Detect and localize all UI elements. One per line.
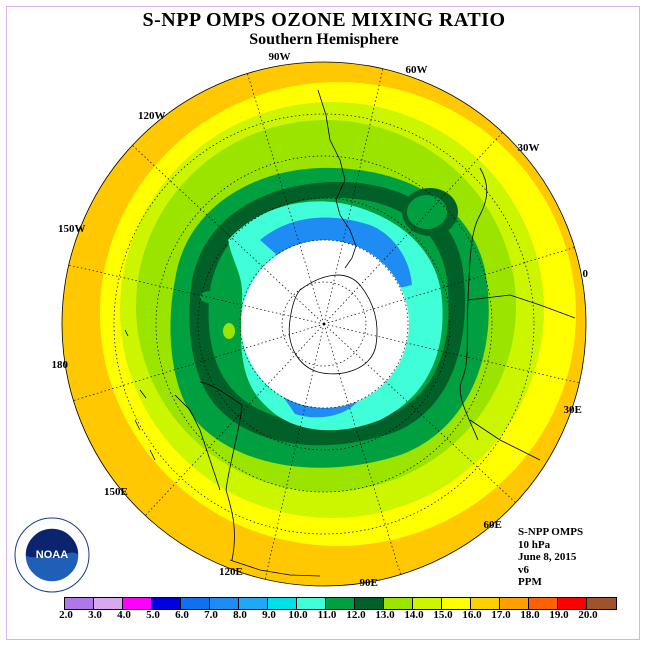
blob-west [200,291,220,303]
coastlines [124,89,576,577]
longitude-label: 150W [58,223,86,235]
colorbar-tick-label: 13.0 [375,609,395,621]
map-subtitle: Southern Hemisphere [249,31,399,48]
colorbar-swatch [471,598,500,609]
longitude-label: 30W [517,142,540,154]
colorbar-tick-label: 18.0 [520,609,540,621]
longitude-label: 90E [359,577,378,589]
colorbar-swatch [210,598,239,609]
colorbar-swatch [239,598,268,609]
colorbar-swatch [587,598,616,609]
info-box: S-NPP OMPS 10 hPa June 8, 2015 v6 PPM [518,526,583,589]
longitude-label: 60W [405,64,428,76]
colorbar-ticks: 2.0 3.0 4.0 5.0 6.0 7.0 8.0 9.0 10.0 11.0 12.0 13.0… [0,609,648,623]
colorbar-swatch [152,598,181,609]
longitude-label: 90W [268,51,291,63]
colorbar-tick-label: 4.0 [117,609,131,621]
colorbar-swatch [94,598,123,609]
colorbar-tick-label: 12.0 [346,609,366,621]
colorbar-tick-label: 9.0 [262,609,276,621]
colorbar-tick-label: 16.0 [462,609,482,621]
colorbar-tick-label: 3.0 [88,609,102,621]
info-level: 10 hPa [518,538,551,551]
longitude-label: 30E [563,404,582,416]
colorbar-tick-label: 2.0 [59,609,73,621]
colorbar-swatch [297,598,326,609]
map-title: S-NPP OMPS OZONE MIXING RATIO [142,9,506,31]
colorbar-swatch [384,598,413,609]
plot-frame [6,6,640,640]
longitude-label: 0 [582,268,589,280]
blob-wsw [223,323,235,339]
colorbar-swatch [123,598,152,609]
noaa-logo: NOAA [14,517,90,593]
info-version: v6 [518,563,529,576]
colorbar-tick-label: 7.0 [204,609,218,621]
longitude-label: 120E [219,566,243,578]
colorbar-tick-label: 15.0 [433,609,453,621]
longitude-label: 120W [138,110,166,122]
colorbar-tick-label: 20.0 [578,609,598,621]
colorbar-tick-label: 19.0 [549,609,569,621]
colorbar-tick-label: 8.0 [233,609,247,621]
longitude-label: 150E [104,486,128,498]
colorbar-tick-label: 11.0 [317,609,337,621]
info-date: June 8, 2015 [518,551,577,563]
colorbar-swatch [558,598,587,609]
colorbar-swatch [268,598,297,609]
longitude-label: 60E [483,519,502,531]
colorbar [64,597,617,610]
map-border [61,61,587,587]
colorbar-tick-label: 17.0 [491,609,511,621]
colorbar-tick-label: 5.0 [146,609,160,621]
colorbar-swatch [181,598,210,609]
info-instrument: S-NPP OMPS [518,526,584,538]
info-units: PPM [518,576,542,588]
colorbar-swatch [413,598,442,609]
colorbar-tick-label: 6.0 [175,609,189,621]
colorbar-swatch [529,598,558,609]
graticule [68,68,580,580]
colorbar-swatch [326,598,355,609]
colorbar-tick-label: 14.0 [404,609,424,621]
colorbar-swatch [65,598,94,609]
colorbar-swatch [500,598,529,609]
blob-east-inner [407,195,447,229]
longitude-label: 180 [51,359,69,371]
colorbar-swatch [355,598,384,609]
colorbar-tick-label: 10.0 [288,609,308,621]
noaa-logo-text: NOAA [36,549,68,561]
colorbar-swatch [442,598,471,609]
